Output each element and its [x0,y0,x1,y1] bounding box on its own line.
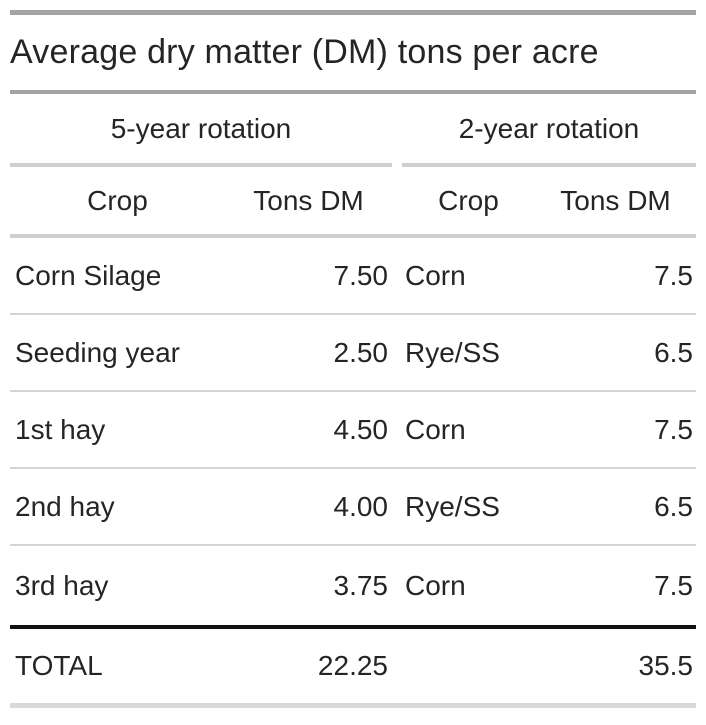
cell-crop-2yr: Corn [405,259,466,291]
table-body: Corn Silage 7.50 Corn 7.5 Seeding year 2… [10,238,696,625]
col-header-tons-5yr: Tons DM [253,184,364,216]
col-header-crop-5yr: Crop [87,184,148,216]
page-title: Average dry matter (DM) tons per acre [10,33,599,71]
cell-tons-2yr: 7.5 [654,413,693,445]
col-header-crop-2yr: Crop [438,184,499,216]
cell-tons-5yr: 2.50 [333,336,389,368]
dm-tons-table: Average dry matter (DM) tons per acre 5-… [10,10,696,708]
total-tons-2yr: 35.5 [638,650,694,681]
group-header-2yr: 2-year rotation [458,112,640,144]
table-row: Corn Silage 7.50 Corn 7.5 [10,238,696,315]
group-header-row: 5-year rotation 2-year rotation [10,94,696,163]
cell-tons-2yr: 7.5 [654,569,693,601]
table-row: 3rd hay 3.75 Corn 7.5 [10,546,696,625]
cell-tons-5yr: 7.50 [333,259,389,291]
cell-crop-5yr: 1st hay [15,413,106,445]
group-underline-row [10,163,696,167]
cell-tons-5yr: 3.75 [333,569,389,601]
cell-tons-5yr: 4.00 [333,490,389,522]
total-label: TOTAL [15,650,103,681]
group-underline-gap [392,163,402,167]
cell-tons-2yr: 6.5 [654,336,693,368]
top-rule [10,10,696,15]
column-header-rule [10,234,696,238]
col-header-tons-2yr: Tons DM [560,184,671,216]
cell-crop-5yr: Seeding year [15,336,181,368]
table-row: 1st hay 4.50 Corn 7.5 [10,392,696,469]
group-underline-2yr [402,163,696,167]
group-underline-5yr [10,163,392,167]
title-block: Average dry matter (DM) tons per acre [10,15,696,90]
cell-crop-2yr: Rye/SS [405,336,500,368]
cell-crop-5yr: Corn Silage [15,259,162,291]
table-row: Seeding year 2.50 Rye/SS 6.5 [10,315,696,392]
total-tons-5yr: 22.25 [317,650,388,681]
cell-crop-5yr: 3rd hay [15,569,109,601]
bottom-rule [10,703,696,708]
title-rule [10,90,696,94]
cell-crop-2yr: Rye/SS [405,490,500,522]
total-row: TOTAL 22.25 35.5 [10,629,696,703]
column-header-row: Crop Tons DM Crop Tons DM [10,167,696,234]
cell-crop-2yr: Corn [405,413,466,445]
cell-tons-2yr: 7.5 [654,259,693,291]
cell-crop-5yr: 2nd hay [15,490,115,522]
table-row: 2nd hay 4.00 Rye/SS 6.5 [10,469,696,546]
cell-tons-2yr: 6.5 [654,490,693,522]
total-separator-rule [10,625,696,629]
cell-crop-2yr: Corn [405,569,466,601]
group-header-5yr: 5-year rotation [110,112,292,144]
cell-tons-5yr: 4.50 [333,413,389,445]
